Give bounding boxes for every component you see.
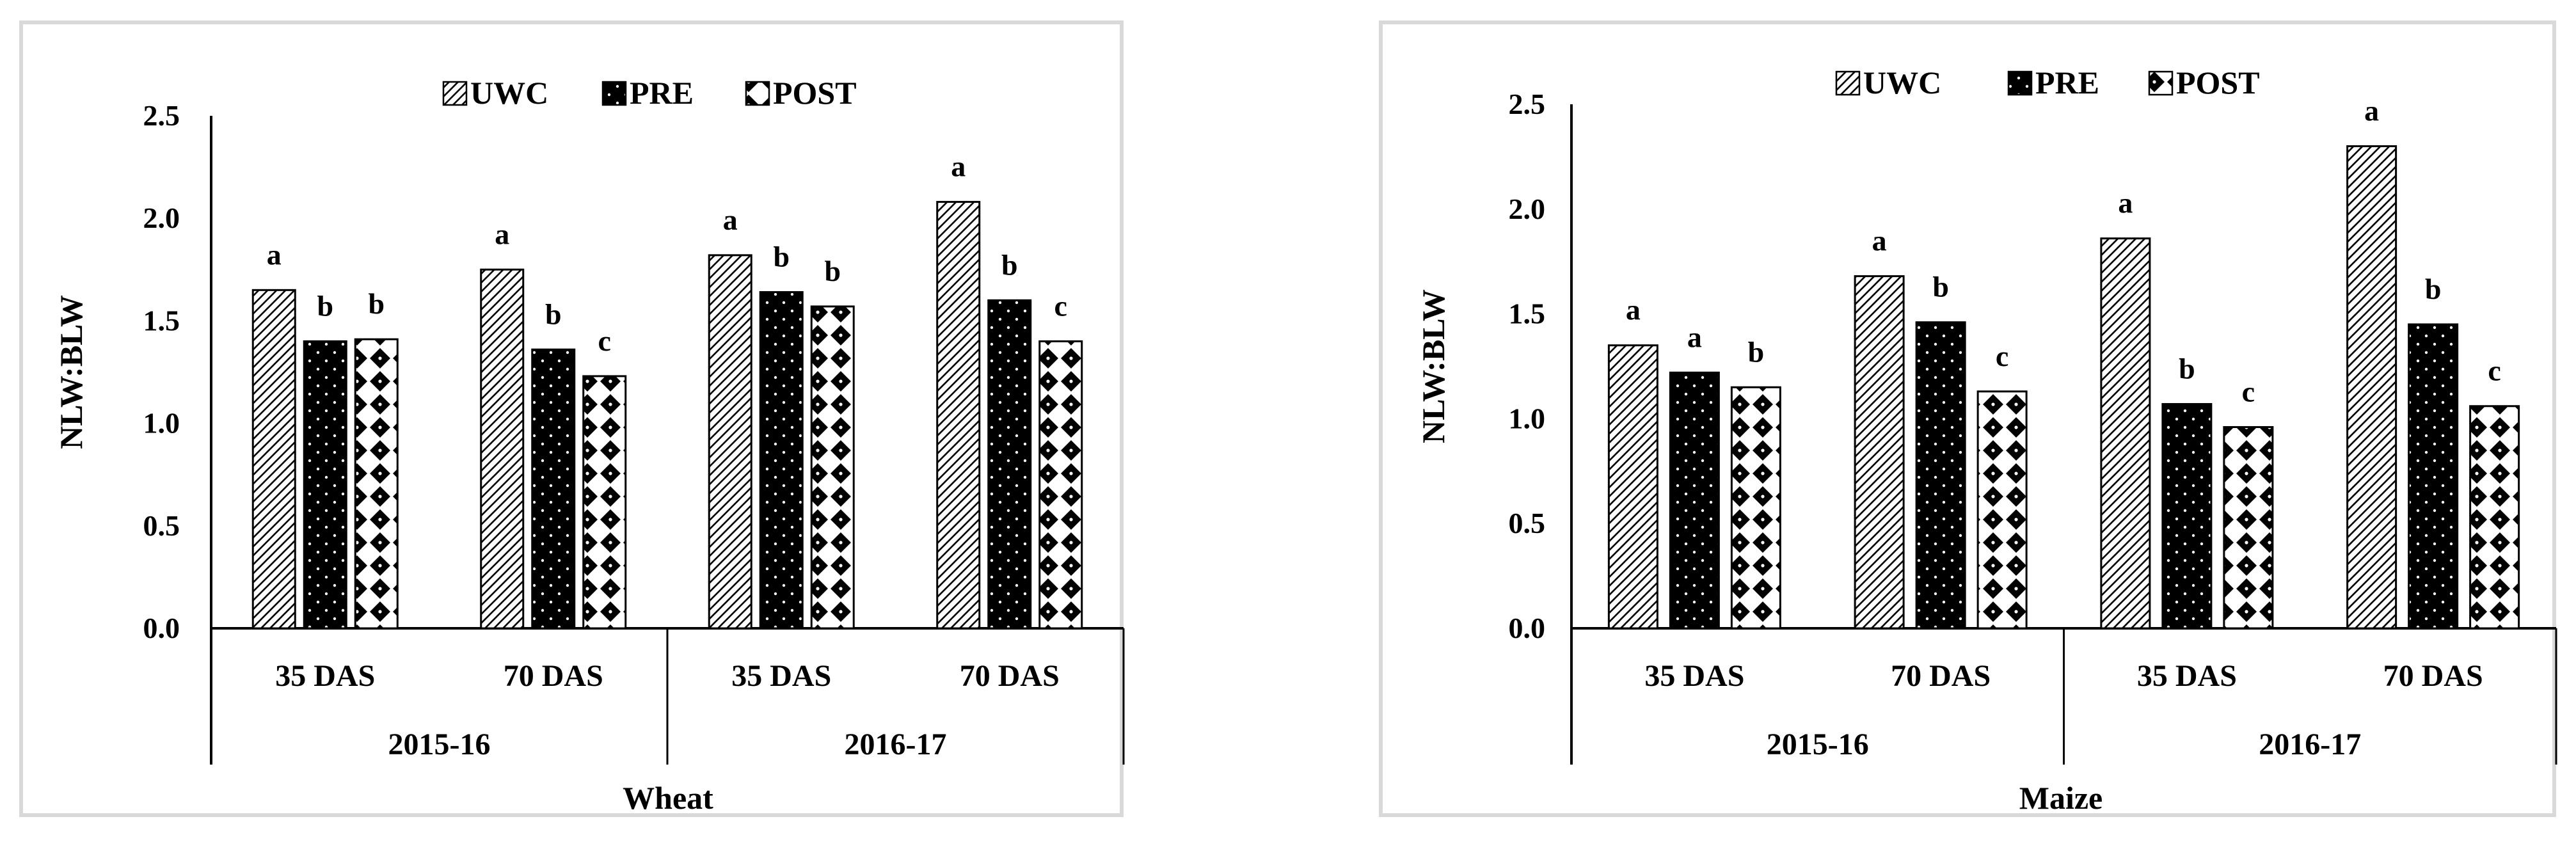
maize-chart-panel: 0.0 0.5 1.0 1.5 2.0 2.5 NLW:BLW a a b 35 DAS a b c 70 …	[1379, 20, 2557, 817]
bar-post-3	[2469, 405, 2520, 630]
bar-post-0	[1730, 386, 1781, 630]
bar-letter-pre-1: b	[545, 298, 562, 330]
bar-pre-3	[987, 299, 1032, 630]
bar-letter-post-2: c	[2242, 376, 2255, 408]
bar-post-1	[1976, 390, 2028, 630]
x-category-label: 35 DAS	[731, 659, 831, 693]
bar-letter-uwc-0: a	[1626, 294, 1641, 326]
bar-post-2	[810, 305, 855, 630]
y-tick-label: 0.5	[1509, 507, 1546, 539]
legend-label-uwc: UWC	[470, 75, 548, 111]
legend-label-post: POST	[773, 75, 857, 111]
bar-uwc-0	[1607, 344, 1658, 630]
bar-post-2	[2223, 426, 2274, 630]
bar-pre-1	[1915, 321, 1966, 630]
bar-letter-pre-0: b	[317, 289, 333, 322]
legend-swatch-uwc	[442, 81, 468, 106]
wheat-chart: 0.0 0.5 1.0 1.5 2.0 2.5 NLW:BLW a b b 35 DAS a b c 70 …	[53, 75, 1125, 816]
bar-uwc-2	[708, 254, 752, 630]
bar-post-1	[582, 375, 627, 630]
x-category-label: 70 DAS	[504, 659, 603, 693]
y-tick-label: 0.0	[1509, 612, 1546, 644]
y-tick-label: 2.5	[143, 99, 180, 132]
bar-letter-pre-1: b	[1932, 271, 1949, 303]
bar-pre-3	[2408, 323, 2459, 630]
x-axis-label: Wheat	[623, 780, 713, 816]
bar-letter-post-3: c	[2488, 354, 2500, 387]
x-category-label: 70 DAS	[960, 659, 1060, 693]
x-category-label: 35 DAS	[1644, 659, 1744, 693]
bar-letter-uwc-1: a	[1872, 225, 1887, 257]
x-category-label: 70 DAS	[1891, 659, 1991, 693]
bar-letter-post-3: c	[1054, 289, 1067, 322]
x-category-label: 35 DAS	[2137, 659, 2237, 693]
legend-swatch-uwc	[1835, 70, 1861, 96]
x-group-label: 2016-17	[845, 727, 947, 761]
bar-post-0	[354, 338, 399, 630]
legend-swatch-post	[2148, 70, 2174, 96]
bar-uwc-1	[480, 268, 525, 630]
y-tick-label: 1.0	[143, 407, 180, 440]
x-group-label: 2015-16	[1767, 727, 1869, 761]
bar-letter-pre-3: b	[1001, 248, 1018, 281]
wheat-chart-panel: 0.0 0.5 1.0 1.5 2.0 2.5 NLW:BLW a b b 35 DAS a b c 70 …	[19, 20, 1125, 817]
maize-chart: 0.0 0.5 1.0 1.5 2.0 2.5 NLW:BLW a a b 35 DAS a b c 70 …	[1415, 65, 2557, 816]
bar-pre-2	[2161, 402, 2213, 630]
bar-pre-2	[759, 291, 804, 630]
x-group-label: 2015-16	[388, 727, 491, 761]
bar-letter-uwc-2: a	[723, 203, 738, 236]
y-tick-label: 0.0	[143, 612, 180, 644]
bar-pre-0	[1669, 371, 1720, 630]
bar-letter-uwc-0: a	[267, 238, 282, 271]
bar-letter-post-2: b	[824, 255, 841, 287]
legend-label-pre: PRE	[2035, 65, 2099, 100]
y-tick-label: 1.5	[1509, 298, 1546, 330]
bar-uwc-1	[1854, 275, 1905, 630]
y-tick-label: 2.0	[143, 202, 180, 234]
y-axis-label: NLW:BLW	[1415, 289, 1451, 443]
y-tick-label: 1.5	[143, 304, 180, 337]
bar-uwc-0	[251, 289, 296, 630]
x-group-label: 2016-17	[2259, 727, 2361, 761]
bar-uwc-3	[936, 201, 981, 630]
y-tick-label: 2.5	[1509, 88, 1546, 120]
bar-letter-uwc-3: a	[951, 150, 966, 183]
bar-uwc-2	[2100, 237, 2151, 630]
bar-letter-pre-3: b	[2425, 273, 2442, 305]
bar-letter-pre-0: a	[1687, 321, 1702, 353]
y-axis-label: NLW:BLW	[53, 295, 89, 449]
bar-letter-post-1: c	[598, 324, 611, 357]
bar-pre-0	[303, 340, 347, 630]
legend-swatch-pre	[601, 81, 627, 106]
y-tick-label: 0.5	[143, 509, 180, 542]
legend-label-uwc: UWC	[1863, 65, 1941, 100]
x-axis-label: Maize	[2019, 780, 2103, 816]
bar-pre-1	[531, 348, 576, 630]
y-tick-label: 1.0	[1509, 402, 1546, 434]
bar-letter-post-0: b	[368, 287, 385, 320]
bar-letter-post-1: c	[1996, 340, 2008, 372]
legend-label-post: POST	[2176, 65, 2260, 100]
bar-letter-pre-2: b	[2179, 352, 2195, 385]
legend-label-pre: PRE	[630, 75, 694, 111]
legend-swatch-post	[745, 81, 770, 106]
bar-letter-uwc-1: a	[495, 218, 509, 250]
bar-letter-post-0: b	[1748, 335, 1765, 368]
bar-uwc-3	[2346, 145, 2397, 630]
y-tick-label: 2.0	[1509, 193, 1546, 225]
bar-letter-pre-2: b	[773, 241, 790, 273]
bar-letter-uwc-2: a	[2118, 187, 2133, 219]
bar-letter-uwc-3: a	[2364, 95, 2379, 127]
x-category-label: 70 DAS	[2383, 659, 2483, 693]
bar-post-3	[1038, 340, 1083, 630]
legend-swatch-pre	[2007, 70, 2033, 96]
x-category-label: 35 DAS	[275, 659, 375, 693]
